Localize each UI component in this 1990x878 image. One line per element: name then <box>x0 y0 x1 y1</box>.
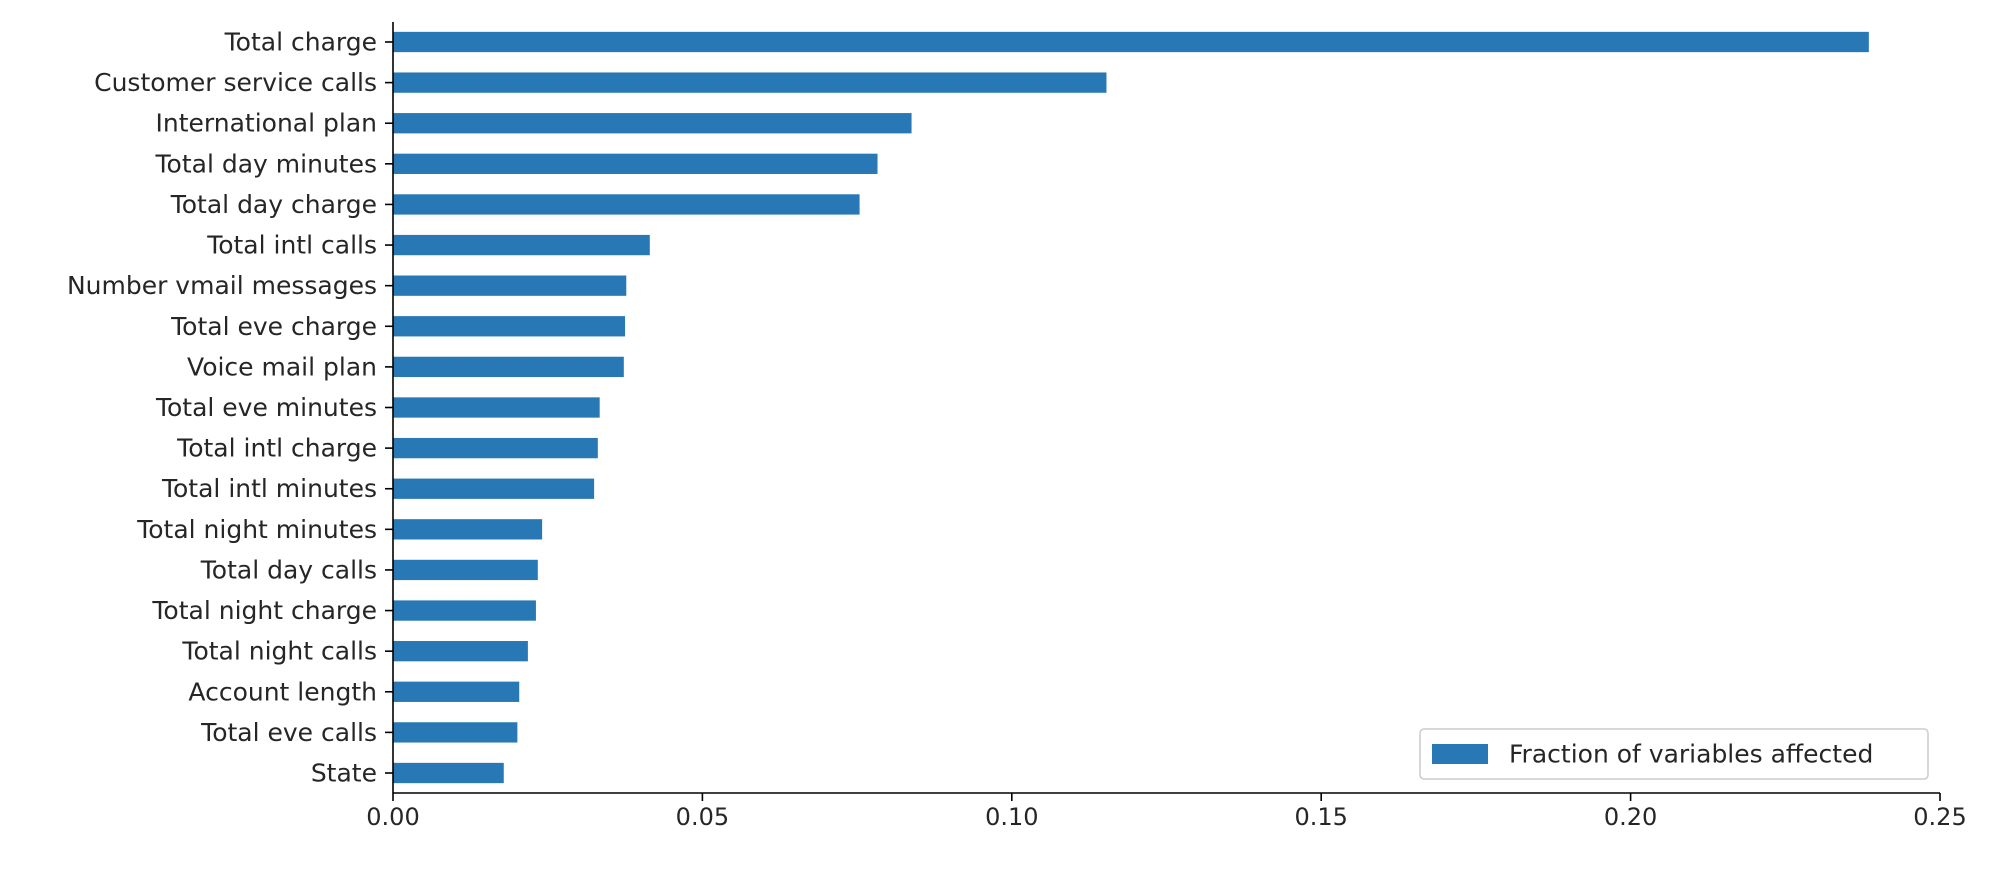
x-tick-labels: 0.00 0.05 0.10 0.15 0.20 0.25 <box>366 793 1967 831</box>
bar <box>393 722 518 743</box>
y-tick-label: Total eve minutes <box>155 393 377 422</box>
y-tick-label: Total intl charge <box>176 434 377 463</box>
bar <box>393 397 600 418</box>
bar <box>393 113 912 134</box>
legend-box <box>1419 728 1929 780</box>
y-tick-label: Total eve charge <box>170 312 377 341</box>
x-tick-label: 0.15 <box>1294 803 1347 831</box>
y-tick-label: International plan <box>156 109 377 138</box>
bar <box>393 234 650 256</box>
axes-layer <box>392 22 1940 794</box>
legend: Fraction of variables affected <box>1419 728 1929 780</box>
bar <box>393 153 878 174</box>
bar <box>393 194 860 215</box>
bar <box>393 519 543 540</box>
bar <box>393 275 627 296</box>
bar <box>393 762 504 784</box>
y-tick-label: Total night calls <box>181 637 377 666</box>
y-tick-label: Total intl minutes <box>161 474 377 503</box>
y-tick-label: Voice mail plan <box>187 352 377 381</box>
bar <box>393 72 1107 93</box>
y-tick-label: Total day minutes <box>155 149 377 178</box>
bar <box>393 31 1869 53</box>
bar <box>393 681 520 702</box>
y-tick-label: Account length <box>188 677 377 706</box>
x-tick-label: 0.10 <box>985 803 1038 831</box>
y-tick-label: Total night minutes <box>136 515 377 544</box>
x-tick-label: 0.25 <box>1913 803 1966 831</box>
bar <box>393 641 528 662</box>
y-tick-label: Number vmail messages <box>67 271 377 300</box>
y-tick-label: State <box>311 759 377 788</box>
x-tick-label: 0.05 <box>676 803 729 831</box>
legend-swatch <box>1432 744 1488 764</box>
x-tick-label: 0.20 <box>1604 803 1657 831</box>
y-tick-label: Total night charge <box>151 596 377 625</box>
y-tick-label: Total intl calls <box>206 231 377 260</box>
bar <box>393 437 598 459</box>
y-tick-label: Total day charge <box>170 190 377 219</box>
legend-label: Fraction of variables affected <box>1509 740 1873 769</box>
y-tick-label: Total eve calls <box>200 718 377 747</box>
bar <box>393 316 626 337</box>
bar <box>393 478 595 499</box>
y-tick-label: Total charge <box>224 28 377 57</box>
bars-layer <box>393 31 1869 784</box>
y-tick-labels: Total charge Customer service calls Intern… <box>67 28 393 788</box>
bar <box>393 600 536 621</box>
bar <box>393 559 538 581</box>
x-tick-label: 0.00 <box>366 803 419 831</box>
y-tick-label: Total day calls <box>200 555 377 584</box>
bar <box>393 356 624 378</box>
y-tick-label: Customer service calls <box>94 68 377 97</box>
